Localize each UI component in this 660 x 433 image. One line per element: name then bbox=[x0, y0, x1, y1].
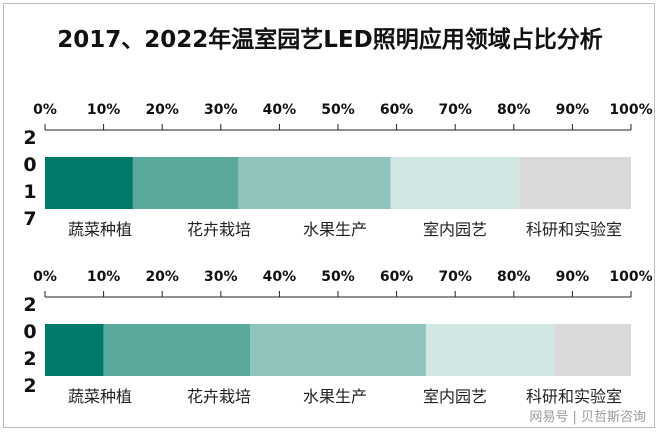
category-label: 蔬菜种植 bbox=[68, 220, 132, 239]
category-label: 科研和实验室 bbox=[526, 220, 622, 239]
tick-label: 10% bbox=[87, 102, 121, 118]
bar-segment-5 bbox=[519, 157, 631, 209]
tick-label: 100% bbox=[609, 269, 652, 285]
chart-title: 2017、2022年温室园艺LED照明应用领域占比分析 bbox=[57, 27, 603, 53]
bar-segment-2 bbox=[132, 157, 239, 209]
category-label: 水果生产 bbox=[303, 387, 367, 406]
tick-label: 30% bbox=[204, 269, 238, 285]
tick-label: 60% bbox=[380, 269, 414, 285]
bar-segment-4 bbox=[390, 157, 520, 209]
year-label-digit: 1 bbox=[23, 181, 36, 203]
bar-segment-1 bbox=[45, 324, 104, 376]
bar-segment-5 bbox=[554, 324, 631, 376]
tick-label: 0% bbox=[33, 269, 57, 285]
tick-label: 40% bbox=[263, 102, 297, 118]
year-label-digit: 0 bbox=[23, 154, 36, 176]
category-label: 水果生产 bbox=[303, 220, 367, 239]
bar-segment-3 bbox=[238, 157, 391, 209]
category-label: 科研和实验室 bbox=[526, 387, 622, 406]
chart-frame bbox=[3, 3, 655, 428]
year-label-digit: 2 bbox=[23, 348, 36, 370]
category-label: 蔬菜种植 bbox=[68, 387, 132, 406]
category-label: 室内园艺 bbox=[423, 220, 487, 239]
tick-label: 20% bbox=[145, 102, 179, 118]
tick-label: 0% bbox=[33, 102, 57, 118]
year-label-digit: 2 bbox=[23, 375, 36, 397]
tick-label: 50% bbox=[321, 102, 355, 118]
tick-label: 30% bbox=[204, 102, 238, 118]
year-label-digit: 2 bbox=[23, 294, 36, 316]
year-label-digit: 2 bbox=[23, 127, 36, 149]
tick-label: 100% bbox=[609, 102, 652, 118]
tick-label: 60% bbox=[380, 102, 414, 118]
tick-label: 90% bbox=[556, 102, 590, 118]
category-label: 花卉栽培 bbox=[187, 387, 251, 406]
bar-segment-2 bbox=[103, 324, 251, 376]
year-label-digit: 0 bbox=[23, 321, 36, 343]
category-label: 室内园艺 bbox=[423, 387, 487, 406]
tick-label: 70% bbox=[438, 269, 472, 285]
bar-segment-4 bbox=[425, 324, 555, 376]
tick-label: 40% bbox=[263, 269, 297, 285]
category-label: 花卉栽培 bbox=[187, 220, 251, 239]
watermark: 网易号 | 贝哲斯咨询 bbox=[529, 410, 646, 425]
tick-label: 10% bbox=[87, 269, 121, 285]
tick-label: 80% bbox=[497, 269, 531, 285]
year-label-digit: 7 bbox=[23, 208, 36, 230]
bar-segment-3 bbox=[250, 324, 426, 376]
tick-label: 20% bbox=[145, 269, 179, 285]
tick-label: 70% bbox=[438, 102, 472, 118]
tick-label: 50% bbox=[321, 269, 355, 285]
tick-label: 90% bbox=[556, 269, 590, 285]
bar-segment-1 bbox=[45, 157, 133, 209]
tick-label: 80% bbox=[497, 102, 531, 118]
